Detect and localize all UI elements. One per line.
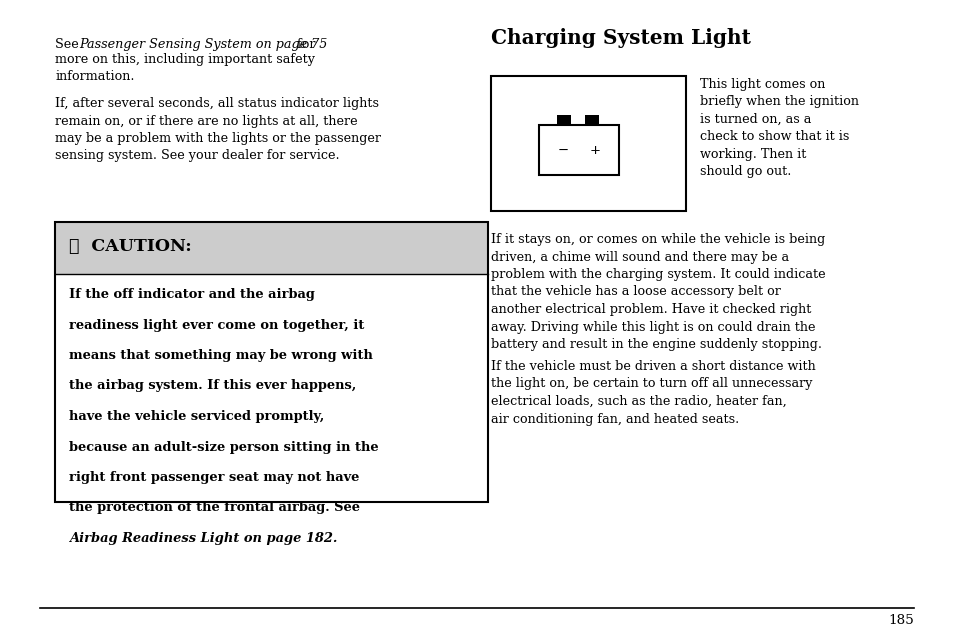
- Text: ⚠  CAUTION:: ⚠ CAUTION:: [69, 238, 192, 256]
- Text: Charging System Light: Charging System Light: [491, 28, 750, 48]
- Text: readiness light ever come on together, it: readiness light ever come on together, i…: [69, 319, 364, 331]
- Text: If, after several seconds, all status indicator lights
remain on, or if there ar: If, after several seconds, all status in…: [55, 97, 381, 163]
- Text: right front passenger seat may not have: right front passenger seat may not have: [69, 471, 359, 484]
- Text: Passenger Sensing System on page 75: Passenger Sensing System on page 75: [79, 38, 328, 51]
- Text: This light comes on
briefly when the ignition
is turned on, as a
check to show t: This light comes on briefly when the ign…: [700, 78, 859, 179]
- Text: If the vehicle must be driven a short distance with
the light on, be certain to : If the vehicle must be driven a short di…: [491, 360, 815, 425]
- Text: 185: 185: [887, 614, 913, 627]
- Text: the protection of the frontal airbag. See: the protection of the frontal airbag. Se…: [69, 502, 359, 515]
- Bar: [55, 222, 488, 274]
- Text: See: See: [55, 38, 83, 51]
- Text: −: −: [557, 144, 568, 156]
- Text: If the off indicator and the airbag: If the off indicator and the airbag: [69, 288, 314, 301]
- Bar: [557, 115, 570, 125]
- Text: means that something may be wrong with: means that something may be wrong with: [69, 349, 373, 362]
- Text: because an adult-size person sitting in the: because an adult-size person sitting in …: [69, 441, 378, 453]
- Text: have the vehicle serviced promptly,: have the vehicle serviced promptly,: [69, 410, 324, 423]
- Bar: [55, 274, 488, 502]
- Text: Airbag Readiness Light on page 182.: Airbag Readiness Light on page 182.: [69, 532, 337, 545]
- Bar: [55, 222, 488, 502]
- Bar: [491, 76, 685, 211]
- Text: If it stays on, or comes on while the vehicle is being
driven, a chime will soun: If it stays on, or comes on while the ve…: [491, 233, 825, 351]
- Text: the airbag system. If this ever happens,: the airbag system. If this ever happens,: [69, 380, 355, 392]
- Text: +: +: [589, 144, 600, 156]
- Bar: [585, 115, 598, 125]
- Text: for: for: [293, 38, 315, 51]
- Bar: [538, 125, 618, 176]
- Text: more on this, including important safety
information.: more on this, including important safety…: [55, 53, 315, 83]
